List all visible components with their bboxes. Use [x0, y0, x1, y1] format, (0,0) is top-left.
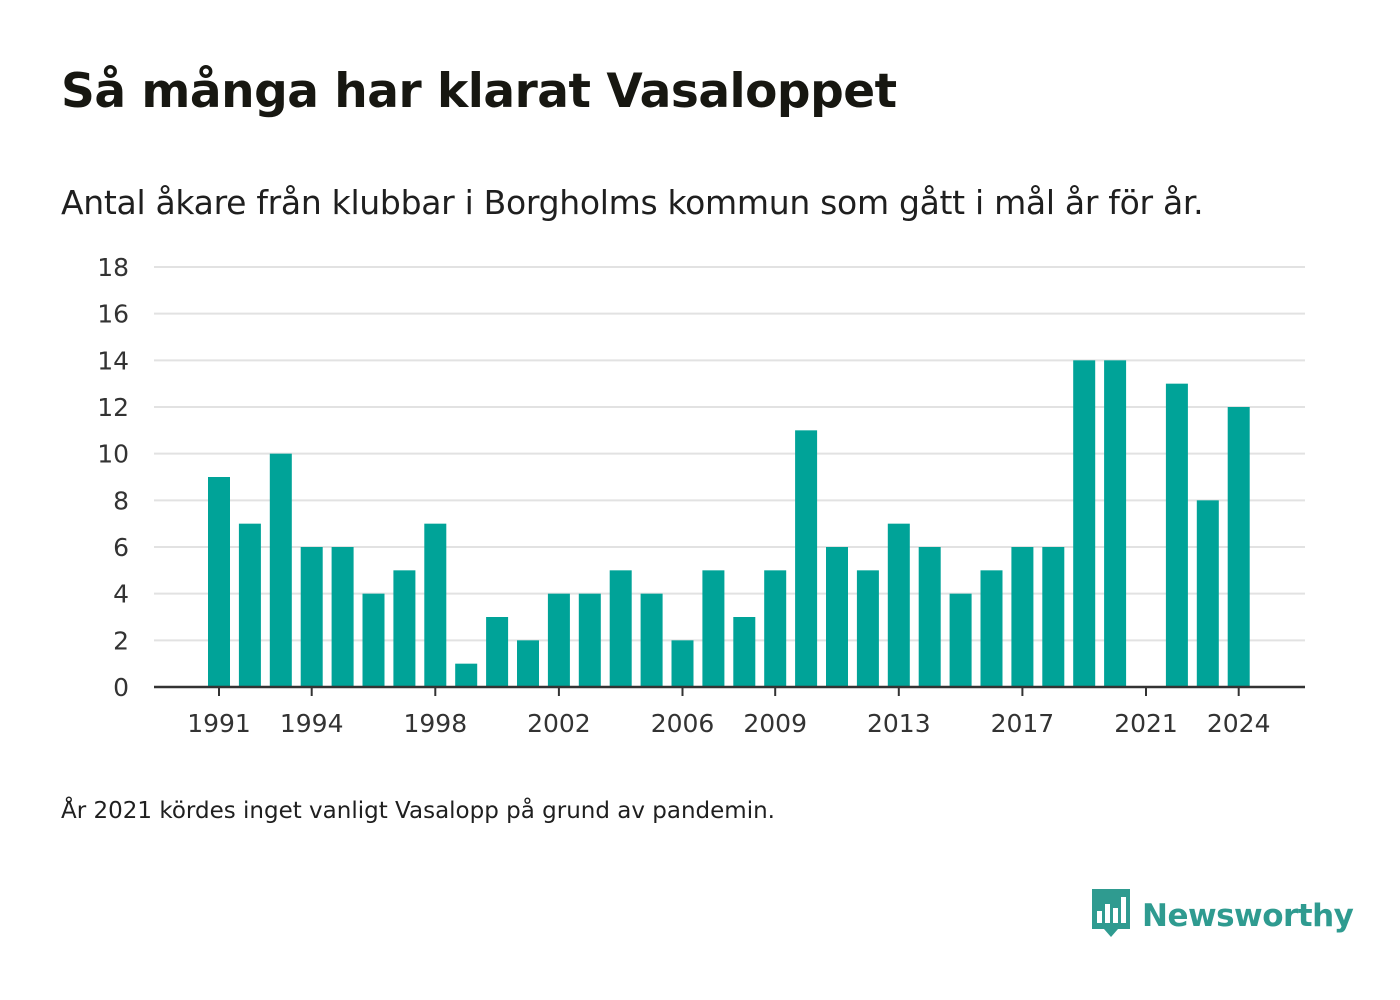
x-tick-label: 2006 [651, 709, 715, 738]
x-tick-label: 2013 [867, 709, 931, 738]
bar [856, 570, 879, 687]
bar [517, 640, 539, 687]
x-tick-label: 2017 [991, 709, 1055, 738]
y-tick-label: 14 [97, 346, 129, 375]
bar [1227, 407, 1250, 687]
chart-subtitle: Antal åkare från klubbar i Borgholms kom… [61, 183, 1204, 222]
grid-lines [154, 266, 1305, 642]
x-tick-label: 2024 [1207, 709, 1271, 738]
brand-name: Newsworthy [1142, 898, 1354, 934]
brand: Newsworthy [1090, 889, 1354, 943]
y-tick-label: 6 [113, 533, 129, 562]
newsworthy-logo-icon [1090, 889, 1132, 943]
x-axis: 1991 1994 1998 2002 2006 2009 2013 2017 2021 2024 [154, 685, 1305, 738]
bar [547, 593, 570, 687]
y-axis: 0 2 4 6 8 10 12 14 16 18 [97, 253, 129, 702]
bar [393, 570, 416, 687]
bar [1196, 500, 1219, 687]
bar [208, 477, 230, 687]
bar [238, 523, 261, 687]
bar-chart: 0 2 4 6 8 10 12 14 16 18 1991 1994 1998 2002 2006 2009… [97, 253, 1305, 738]
bar [486, 617, 509, 687]
footnote: År 2021 kördes inget vanligt Vasalopp på… [61, 798, 775, 824]
bar [362, 593, 385, 687]
bar [702, 570, 725, 687]
y-tick-label: 0 [113, 673, 129, 702]
bar [609, 570, 632, 687]
bar [795, 430, 818, 687]
bar [1165, 383, 1188, 687]
bar [269, 453, 292, 687]
chart-title: Så många har klarat Vasaloppet [61, 64, 897, 119]
y-tick-label: 12 [97, 393, 129, 422]
y-tick-label: 8 [113, 486, 129, 515]
bar [733, 617, 756, 687]
bar [424, 523, 447, 687]
bar [671, 640, 694, 687]
bar [578, 593, 601, 687]
bar [331, 547, 354, 687]
y-tick-label: 16 [97, 300, 129, 329]
bar [1073, 360, 1096, 687]
y-tick-label: 2 [113, 626, 129, 655]
x-tick-label: 2009 [743, 709, 807, 738]
x-tick-label: 1998 [403, 709, 467, 738]
bar [980, 570, 1003, 687]
bar [918, 547, 941, 687]
bar [1104, 360, 1127, 687]
bar [1042, 547, 1065, 687]
bar [1011, 547, 1034, 687]
bar [764, 570, 787, 687]
y-tick-label: 10 [97, 440, 129, 469]
x-tick-label: 1991 [187, 709, 251, 738]
y-tick-label: 4 [113, 580, 129, 609]
x-tick-label: 1994 [280, 709, 344, 738]
x-tick-label: 2021 [1114, 709, 1178, 738]
x-tick-label: 2002 [527, 709, 591, 738]
bar [300, 547, 323, 687]
bar [949, 593, 972, 687]
bar [826, 547, 848, 687]
bar [887, 523, 910, 687]
bar [455, 663, 478, 687]
bars [208, 360, 1250, 687]
y-tick-label: 18 [97, 253, 129, 282]
bar [640, 593, 663, 687]
